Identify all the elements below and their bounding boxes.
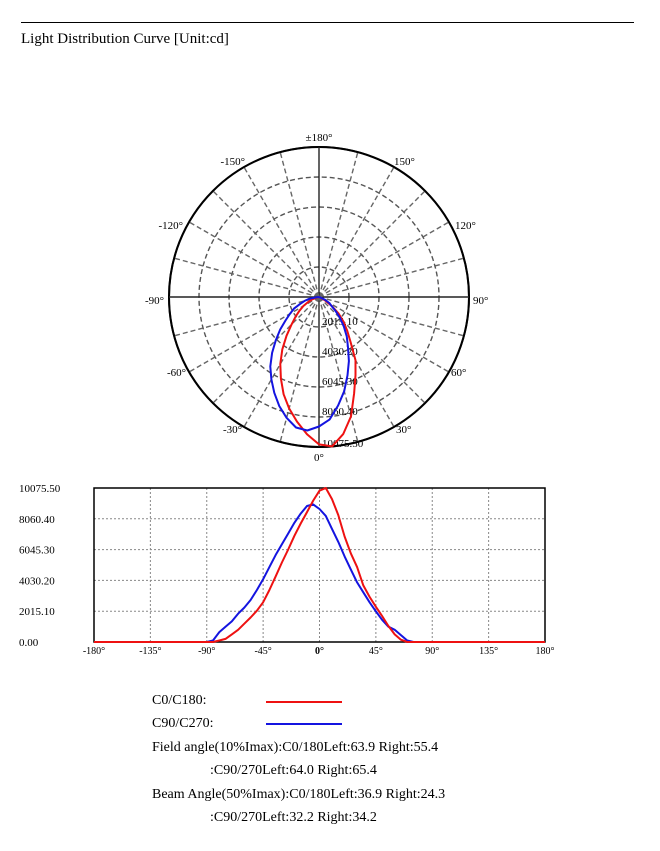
line-x-tick-label: -135° — [139, 646, 161, 657]
polar-spoke — [212, 190, 320, 298]
polar-angle-label: ±180° — [306, 132, 333, 144]
polar-spoke — [243, 166, 320, 298]
line-y-tick-label: 0.00 — [19, 637, 39, 649]
polar-spoke — [318, 296, 426, 404]
polar-spoke — [318, 257, 465, 298]
polar-curve-c90 — [269, 296, 350, 432]
beam-angle-line2: :C90/270Left:32.2 Right:34.2 — [210, 810, 377, 825]
polar-spoke — [173, 257, 320, 298]
legend-label-c0: C0/C180: — [152, 693, 207, 708]
polar-angle-label: 90° — [473, 295, 488, 307]
line-x-tick-label: -90° — [198, 646, 215, 657]
line-series-c0 — [94, 487, 545, 643]
polar-angle-label: -90° — [145, 295, 164, 307]
polar-angle-label: -30° — [223, 424, 242, 436]
line-series-c90 — [94, 503, 545, 643]
polar-angle-label: -60° — [167, 367, 186, 379]
line-x-tick-label: 45° — [369, 646, 383, 657]
field-angle-line1: Field angle(10%Imax):C0/180Left:63.9 Rig… — [152, 740, 439, 755]
line-x-tick-label: 0° — [315, 646, 324, 657]
polar-curve-c0 — [279, 296, 357, 448]
polar-spoke — [279, 151, 320, 298]
beam-angle-line1: Beam Angle(50%Imax):C0/180Left:36.9 Righ… — [152, 787, 446, 802]
line-x-tick-label: 90° — [425, 646, 439, 657]
polar-radial-label: 6045.30 — [322, 376, 358, 388]
polar-spoke — [212, 296, 320, 404]
line-x-tick-label: -180° — [83, 646, 105, 657]
legend-swatch-c90 — [266, 723, 342, 725]
polar-radial-label: 2015.10 — [322, 316, 358, 328]
line-y-tick-label: 2015.10 — [19, 606, 55, 618]
line-y-tick-label: 10075.50 — [19, 483, 61, 495]
line-x-tick-label: 135° — [479, 646, 498, 657]
polar-spoke — [188, 221, 320, 298]
polar-spoke — [173, 296, 320, 337]
polar-angle-label: 60° — [451, 367, 466, 379]
header-rule — [21, 22, 634, 23]
polar-angle-label: -150° — [220, 156, 245, 168]
polar-angle-label: -120° — [158, 220, 183, 232]
line-x-tick-label: 180° — [536, 646, 555, 657]
field-angle-line2: :C90/270Left:64.0 Right:65.4 — [210, 763, 377, 778]
page-title: Light Distribution Curve [Unit:cd] — [21, 31, 229, 47]
polar-spoke — [318, 221, 450, 298]
polar-spoke — [188, 296, 320, 373]
polar-angle-label: 0° — [314, 452, 324, 464]
line-y-tick-label: 8060.40 — [19, 514, 55, 526]
legend-label-c90: C90/C270: — [152, 716, 214, 731]
line-x-tick-label: -45° — [254, 646, 271, 657]
polar-spoke — [318, 151, 359, 298]
polar-spoke — [318, 296, 450, 373]
polar-angle-label: 120° — [455, 220, 476, 232]
polar-spoke — [318, 296, 465, 337]
polar-spoke — [318, 166, 395, 298]
polar-angle-label: 150° — [394, 156, 415, 168]
line-frame — [93, 487, 546, 643]
line-y-tick-label: 4030.20 — [19, 575, 55, 587]
polar-spoke — [318, 190, 426, 298]
legend-swatch-c0 — [266, 701, 342, 703]
polar-radial-label: 8060.40 — [322, 406, 358, 418]
polar-angle-label: 30° — [396, 424, 411, 436]
line-y-tick-label: 6045.30 — [19, 545, 55, 557]
